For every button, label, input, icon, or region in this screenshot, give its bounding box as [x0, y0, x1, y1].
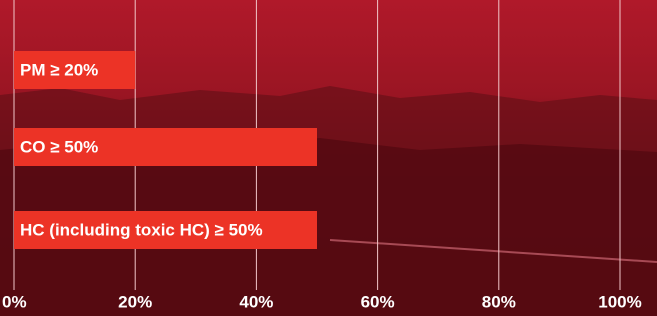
x-tick-label: 100% — [598, 292, 641, 311]
bar-label: HC (including toxic HC) ≥ 50% — [20, 220, 263, 239]
bar-label: PM ≥ 20% — [20, 60, 98, 79]
x-tick-label: 60% — [361, 292, 395, 311]
x-tick-label: 20% — [118, 292, 152, 311]
x-tick-label: 0% — [2, 292, 27, 311]
x-tick-label: 80% — [482, 292, 516, 311]
x-tick-label: 40% — [239, 292, 273, 311]
chart: PM ≥ 20% CO ≥ 50% HC (including toxic HC) … — [0, 0, 657, 316]
bar-label: CO ≥ 50% — [20, 137, 98, 156]
